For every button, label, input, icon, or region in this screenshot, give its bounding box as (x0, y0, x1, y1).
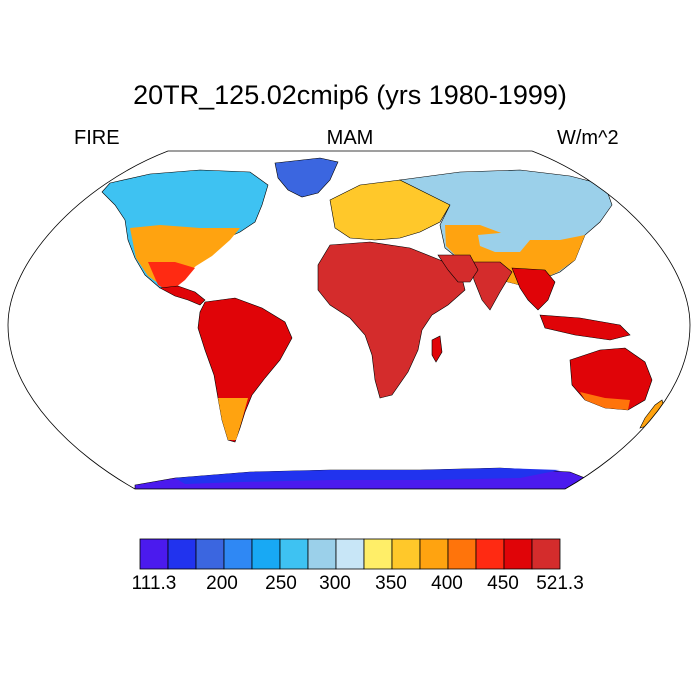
land-fields (101, 157, 666, 489)
southeast-asia (511, 267, 556, 311)
colorbar-tick-label: 521.3 (536, 573, 584, 594)
madagascar (431, 335, 443, 363)
colorbar-box (447, 538, 477, 570)
colorbar-tick-label: 350 (375, 573, 407, 594)
colorbar-box (419, 538, 449, 570)
units-label: W/m^2 (557, 127, 619, 149)
colorbar-box (391, 538, 421, 570)
middle-east (437, 254, 479, 283)
colorbar-tick-label: 250 (265, 573, 297, 594)
australia-south (580, 392, 630, 410)
colorbar-box (279, 538, 309, 570)
europe (329, 179, 451, 241)
new-zealand (639, 399, 666, 429)
colorbar-box (167, 538, 197, 570)
plot-title: 20TR_125.02cmip6 (yrs 1980-1999) (133, 80, 567, 110)
colorbar-tick-label: 450 (487, 573, 519, 594)
map-outline (7, 150, 691, 490)
africa (317, 241, 466, 399)
north-america-gulf (148, 262, 195, 292)
colorbar-tick-label: 300 (319, 573, 351, 594)
colorbar-box (503, 538, 533, 570)
colorbar-tick-label: 111.3 (131, 573, 177, 594)
colorbar (139, 538, 561, 570)
central-america (159, 285, 206, 306)
indonesia (539, 314, 631, 341)
colorbar-box (531, 538, 561, 570)
tibet (478, 232, 530, 252)
left-string: FIRE (74, 127, 120, 149)
south-america-south (218, 398, 248, 440)
colorbar-box (475, 538, 505, 570)
south-america (197, 297, 293, 443)
antarctica-edge (175, 468, 560, 484)
colorbar-box (195, 538, 225, 570)
india (469, 261, 513, 311)
greenland (274, 157, 339, 198)
australia (569, 347, 653, 411)
colorbar-tick-label: 400 (431, 573, 463, 594)
colorbar-box (223, 538, 253, 570)
center-string: MAM (326, 127, 374, 149)
colorbar-box (335, 538, 365, 570)
colorbar-box (363, 538, 393, 570)
colorbar-box (251, 538, 281, 570)
colorbar-tick-label: 200 (206, 573, 238, 594)
colorbar-box (307, 538, 337, 570)
colorbar-box (139, 538, 169, 570)
